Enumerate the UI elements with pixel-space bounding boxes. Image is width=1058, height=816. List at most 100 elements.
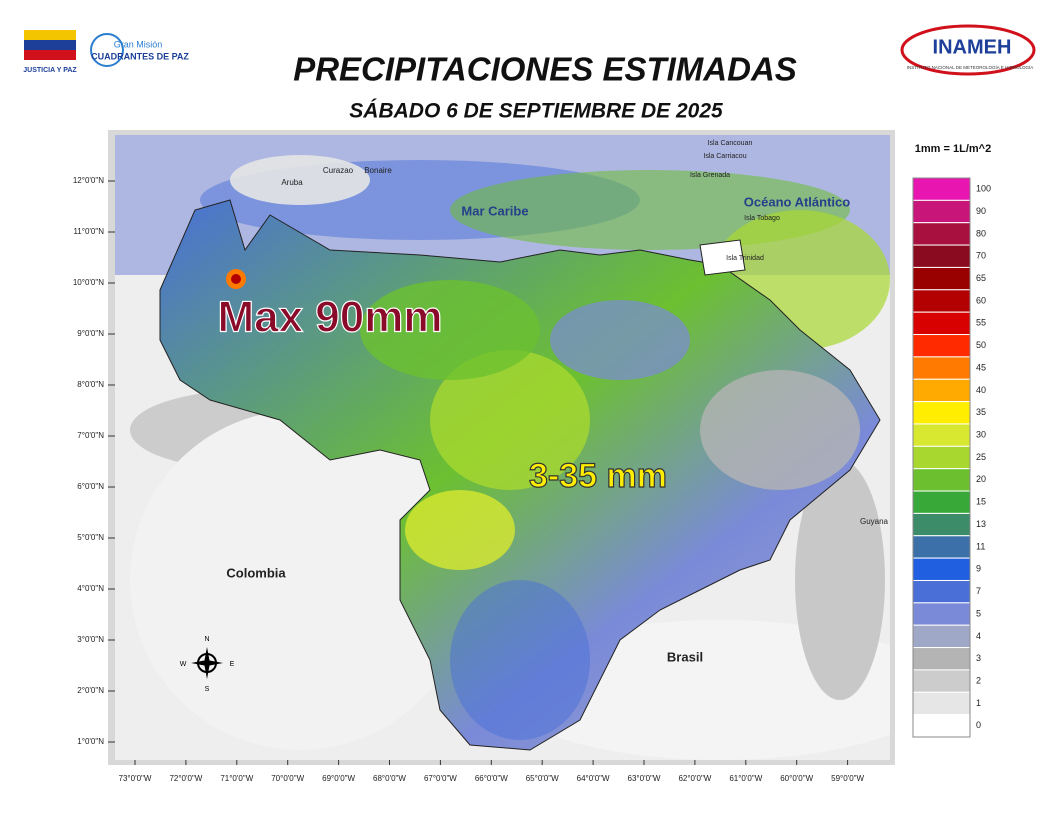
legend-swatch [912,199,971,224]
place-label: Colombia [226,565,286,580]
legend-swatch [912,311,971,336]
logo-caption: JUSTICIA Y PAZ [23,67,77,74]
legend-swatch [912,266,971,291]
subtitle: SÁBADO 6 DE SEPTIEMBRE DE 2025 [349,100,723,123]
legend-swatch [912,468,971,492]
place-label: Isla Grenada [690,172,730,179]
legend-label: 45 [976,362,986,372]
lat-label: 12°0'0"N [73,176,104,185]
lon-label: 59°0'0"W [831,774,864,783]
lat-label: 3°0'0"N [77,635,104,644]
annotation-range: 3-35 mm [529,457,667,495]
legend-label: 9 [976,564,981,574]
place-label: Bonaire [364,166,392,175]
legend-swatch [912,356,971,380]
legend-label: 70 [976,251,986,261]
place-label: Isla Cancouan [708,140,753,147]
logo-mid: Gran Misión CUADRANTES DE PAZ [90,33,189,67]
legend-label: 90 [976,206,986,216]
legend-label: 4 [976,631,981,641]
place-label: Isla Trinidad [726,255,764,262]
lon-label: 73°0'0"W [119,774,152,783]
lon-label: 71°0'0"W [220,774,253,783]
legend-label: 1 [976,698,981,708]
legend-swatch [912,289,971,313]
legend-swatch [912,579,971,604]
legend-label: 11 [976,541,985,551]
legend-label: 15 [976,497,986,507]
title: PRECIPITACIONES ESTIMADAS [293,51,797,88]
legend-swatch [912,602,971,626]
compass-letter: N [204,636,209,643]
legend-swatch [912,512,971,537]
logo-left: JUSTICIA Y PAZ [23,30,77,74]
lon-label: 61°0'0"W [729,774,762,783]
compass-letter: S [205,686,210,693]
place-label: Océano Atlántico [744,194,850,209]
legend-label: 40 [976,385,986,395]
legend-label: 2 [976,675,981,685]
legend: 1009080706560555045403530252015131197543… [912,177,991,738]
lat-label: 7°0'0"N [77,431,104,440]
compass [191,647,223,679]
lon-label: 66°0'0"W [475,774,508,783]
lat-label: 4°0'0"N [77,584,104,593]
place-label: Isla Tobago [744,215,780,222]
legend-label: 7 [976,586,981,596]
rain-field [115,135,890,760]
legend-label: 5 [976,608,981,618]
legend-swatch [912,378,971,403]
logo-caption: INSTITUTO NACIONAL DE METEOROLOGÍA E HID… [907,64,1034,70]
lon-label: 60°0'0"W [780,774,813,783]
logo-text: CUADRANTES DE PAZ [91,51,189,61]
place-label: Isla Carriacou [703,153,746,160]
legend-label: 60 [976,295,986,305]
lon-label: 64°0'0"W [577,774,610,783]
legend-label: 3 [976,653,981,663]
legend-swatch [912,177,971,201]
place-label: Aruba [281,178,303,187]
legend-swatch [912,244,971,268]
legend-label: 80 [976,228,986,238]
legend-swatch [912,714,971,738]
place-label: Mar Caribe [461,203,528,218]
logo-text: INAMEH [933,36,1012,58]
lat-label: 6°0'0"N [77,482,104,491]
legend-swatch [912,624,971,649]
lat-label: 2°0'0"N [77,686,104,695]
annotation-max: Max 90mm [217,293,442,342]
legend-swatch [912,445,971,470]
logo-text: Gran Misión [114,39,163,49]
legend-label: 55 [976,318,986,328]
lat-label: 8°0'0"N [77,380,104,389]
legend-swatch [912,557,971,581]
legend-label: 0 [976,720,981,730]
legend-label: 30 [976,430,986,440]
legend-label: 65 [976,273,986,283]
places: Aruba Curazao Bonaire Mar Caribe Océano Atlá… [226,140,888,665]
legend-swatch [912,647,971,671]
legend-swatch [912,423,971,447]
lon-label: 62°0'0"W [678,774,711,783]
lat-label: 1°0'0"N [77,737,104,746]
legend-swatch [912,691,971,716]
legend-swatch [912,490,971,514]
lon-label: 72°0'0"W [169,774,202,783]
legend-label: 35 [976,407,986,417]
place-label: Brasil [667,649,703,664]
lon-label: 68°0'0"W [373,774,406,783]
logo-right: INAMEH INSTITUTO NACIONAL DE METEOROLOGÍ… [900,24,1036,76]
legend-unit: 1mm = 1L/m^2 [915,143,991,155]
lat-label: 10°0'0"N [73,278,104,287]
compass-letter: W [180,661,187,668]
lon-label: 65°0'0"W [526,774,559,783]
legend-label: 13 [976,519,986,529]
legend-swatch [912,669,971,693]
coordinate-labels: 12°0'0"N 11°0'0"N 10°0'0"N 9°0'0"N 8°0'0"N 7°… [73,176,865,783]
lat-label: 11°0'0"N [73,227,104,236]
lon-label: 70°0'0"W [271,774,304,783]
lon-label: 69°0'0"W [322,774,355,783]
lon-label: 63°0'0"W [628,774,661,783]
legend-swatch [912,222,971,246]
